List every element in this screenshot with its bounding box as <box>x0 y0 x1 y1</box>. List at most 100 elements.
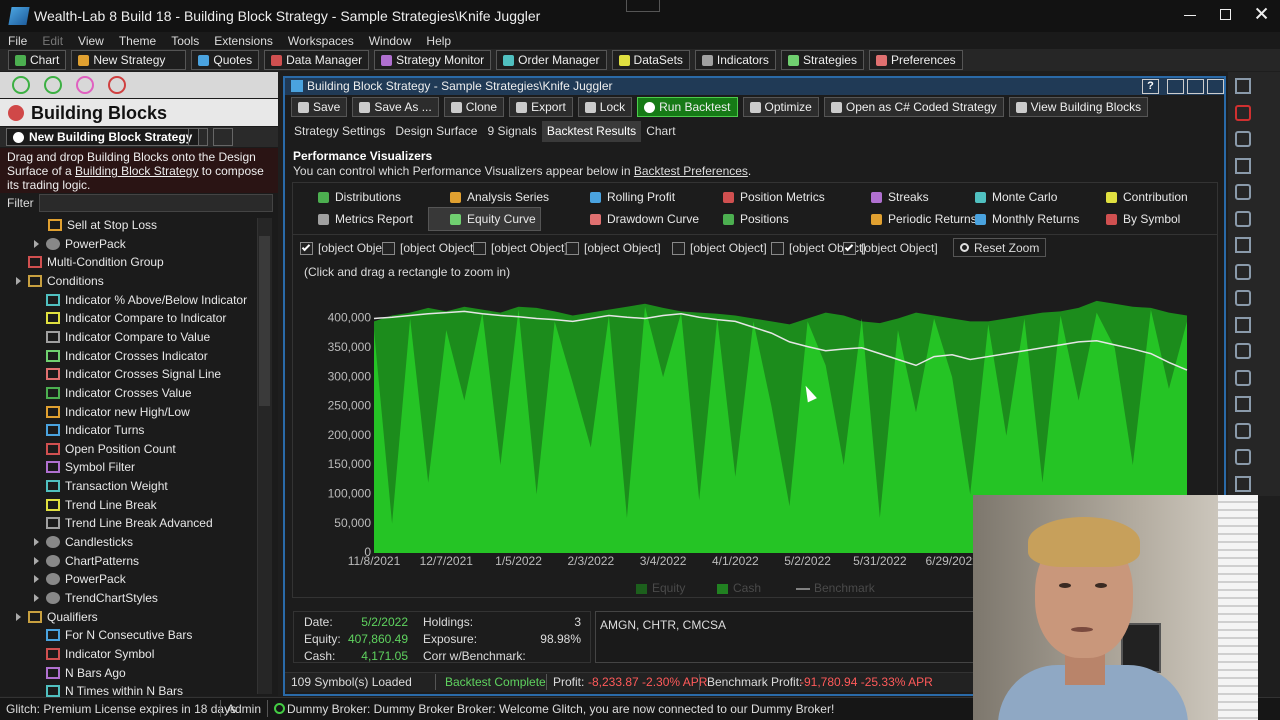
y-tick-label: 300,000 <box>328 369 372 383</box>
strategy-button[interactable]: Save <box>291 97 348 117</box>
category-icon[interactable] <box>108 76 126 94</box>
drawing-tool <box>1235 396 1251 412</box>
strategy-tabs: Strategy Settings Design Surface 9 Signals… <box>289 121 681 142</box>
tree-row: Conditions <box>16 272 104 290</box>
tab[interactable]: Backtest Results <box>541 121 642 142</box>
button-label: Clone <box>465 100 498 114</box>
category-icon[interactable] <box>76 76 94 94</box>
strategy-button[interactable]: Lock <box>577 97 633 117</box>
eye <box>1095 583 1107 588</box>
visualizer-icon <box>871 213 882 225</box>
tab[interactable]: 9 Signals <box>487 124 537 138</box>
tab[interactable]: Design Surface <box>395 124 478 138</box>
button-label: Save <box>313 100 341 114</box>
y-tick-label: 0 <box>364 545 371 559</box>
toolbar-button[interactable]: Strategy Monitor <box>374 50 492 70</box>
menu: File Edit View Theme Tools Extensions Workspac… <box>8 32 451 49</box>
visualizer-icon <box>318 213 329 225</box>
visualizer-icon <box>975 191 986 203</box>
strategy-button[interactable]: Clone <box>443 97 505 117</box>
y-tick-label: 200,000 <box>328 428 372 442</box>
visualizer-label: Periodic Returns <box>888 212 977 226</box>
strategy-button[interactable]: Export <box>509 97 573 117</box>
menu-item[interactable]: Workspaces <box>287 33 354 48</box>
visualizer-tab: Contribution <box>1106 188 1188 206</box>
maximize[interactable] <box>1220 9 1231 20</box>
button-label: Indicators <box>716 53 769 67</box>
toolbar-button[interactable]: Strategies <box>780 50 864 70</box>
note-link[interactable]: Backtest Preferences <box>633 164 748 178</box>
menu-item[interactable]: Help <box>426 33 452 48</box>
drawing-tool <box>1235 475 1251 492</box>
check-mark <box>301 242 311 251</box>
leaf-icon <box>46 517 60 530</box>
tree-label: PowerPack <box>65 572 126 587</box>
tab[interactable]: Chart <box>646 124 676 138</box>
tree-label: PowerPack <box>65 236 126 251</box>
tree-label: Conditions <box>47 273 104 288</box>
strategy-button[interactable]: View Building Blocks <box>1008 97 1149 117</box>
y-tick-label: 250,000 <box>328 399 372 413</box>
visualizer-icon <box>590 191 601 203</box>
menu-item[interactable]: View <box>78 33 104 48</box>
option-label: [object Object] <box>690 241 767 255</box>
toolbar-button[interactable]: Chart <box>8 50 67 70</box>
group-icon <box>46 592 60 604</box>
tree-row: Trend Line Break Advanced <box>46 514 213 532</box>
detail-value: 5/2/2022 <box>361 615 408 629</box>
button-label: Order Manager <box>518 53 600 67</box>
toolbar-button[interactable]: Order Manager <box>496 50 607 70</box>
x-tick-label: 6/29/2022 <box>925 554 979 568</box>
category-icon[interactable] <box>12 76 30 94</box>
panel-icon-row <box>0 72 278 98</box>
expander <box>34 239 39 248</box>
toolbar-button[interactable]: Quotes <box>191 50 260 70</box>
visualizer-tab: Metrics Report <box>318 210 413 228</box>
option: [object Object] <box>566 240 661 256</box>
tree-label: Indicator Turns <box>65 423 145 438</box>
button-icon <box>298 101 309 113</box>
visualizer-icon <box>450 191 461 203</box>
button-icon <box>1015 101 1027 113</box>
menu-item[interactable]: Theme <box>118 33 157 48</box>
detail-label: Corr w/Benchmark: <box>423 649 526 663</box>
minimize[interactable] <box>1184 15 1196 16</box>
help-box[interactable]: ? <box>1142 79 1159 94</box>
tree-row: Indicator Compare to Value <box>46 328 210 346</box>
tree-label: Multi-Condition Group <box>47 255 164 270</box>
category-icon[interactable] <box>44 76 62 94</box>
strategy-button[interactable]: Open as C# Coded Strategy <box>823 97 1004 117</box>
button-icon <box>450 101 462 113</box>
button-label: Run Backtest <box>659 100 731 114</box>
button-label: Save As ... <box>374 100 432 114</box>
strategy-button[interactable]: Save As ... <box>352 97 439 117</box>
visualizer-tab: Positions <box>723 210 789 228</box>
options-line <box>292 234 1218 235</box>
toolbar-button[interactable]: Preferences <box>868 50 963 70</box>
menu-item[interactable]: Window <box>368 33 412 48</box>
strategy-button[interactable]: Optimize <box>742 97 819 117</box>
toolbar-button[interactable]: New Strategy <box>71 50 187 70</box>
toolbar-button[interactable]: Data Manager <box>264 50 370 70</box>
y-tick-label: 150,000 <box>328 457 372 471</box>
toolbar-button[interactable]: DataSets <box>611 50 690 70</box>
menu-item[interactable]: Tools <box>171 33 200 48</box>
tree-row: N Times within N Bars <box>46 682 183 700</box>
tree-label: Open Position Count <box>65 441 176 456</box>
mouth <box>1071 627 1093 632</box>
button-label: DataSets <box>633 53 683 67</box>
menu-item[interactable]: Edit <box>42 33 64 48</box>
toolbar-button[interactable]: Indicators <box>694 50 776 70</box>
description-link[interactable]: Building Block Strategy <box>75 164 199 178</box>
menu-item[interactable]: File <box>8 33 28 48</box>
drawing-tool <box>1235 131 1251 147</box>
strategy-title-bar <box>285 78 1224 95</box>
tab[interactable]: Strategy Settings <box>294 124 386 138</box>
active-visualizer <box>428 207 541 231</box>
leaf-icon <box>46 424 60 437</box>
strategy-button[interactable]: Run Backtest <box>637 97 738 117</box>
menu-item[interactable]: Extensions <box>214 33 273 48</box>
leaf-icon <box>46 330 60 343</box>
tree-row: Open Position Count <box>46 440 176 458</box>
visualizer-label: Drawdown Curve <box>607 212 700 226</box>
